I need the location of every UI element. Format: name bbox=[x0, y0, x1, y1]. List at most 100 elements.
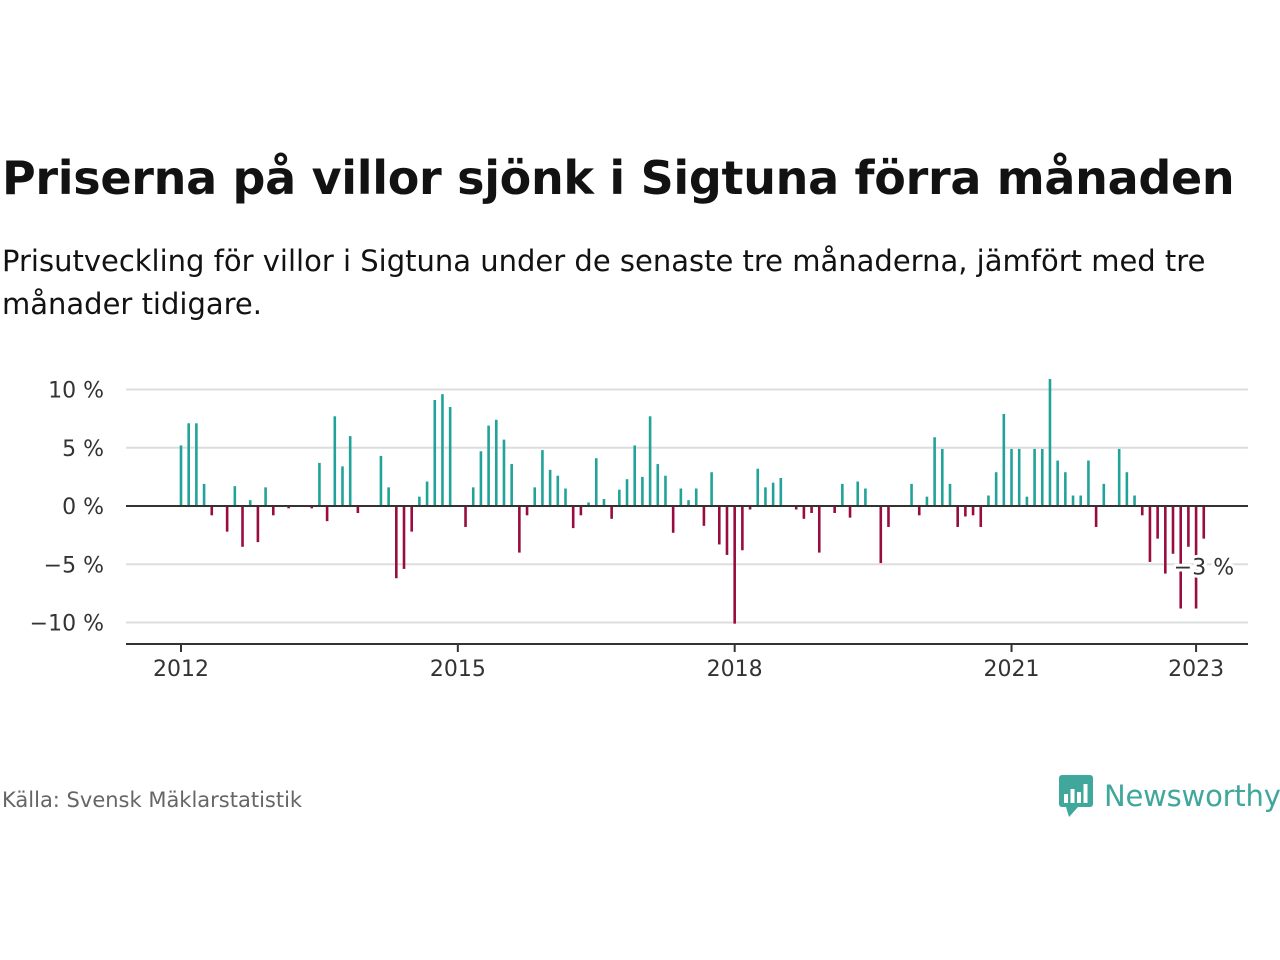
bar bbox=[802, 506, 806, 519]
bar bbox=[771, 482, 775, 506]
bar bbox=[441, 394, 444, 506]
bar bbox=[271, 506, 275, 516]
bar bbox=[1202, 506, 1206, 539]
bar bbox=[917, 506, 921, 516]
bar bbox=[402, 506, 406, 569]
x-tick-label: 2012 bbox=[153, 657, 209, 682]
bar bbox=[1117, 448, 1121, 506]
bar bbox=[1156, 506, 1159, 539]
bar bbox=[195, 423, 198, 506]
bar bbox=[1087, 460, 1090, 506]
bar bbox=[387, 487, 390, 506]
bar bbox=[1148, 506, 1152, 562]
bar bbox=[1056, 460, 1059, 506]
bar bbox=[564, 488, 567, 506]
bar bbox=[341, 466, 344, 506]
bar-chart-speech-bubble-icon bbox=[1059, 775, 1093, 817]
bar bbox=[256, 506, 260, 543]
bar bbox=[1094, 506, 1098, 527]
y-tick-label: −5 % bbox=[44, 553, 104, 578]
bar bbox=[602, 499, 606, 506]
bar bbox=[418, 496, 421, 506]
x-tick-label: 2018 bbox=[707, 657, 763, 682]
y-tick-label: 5 % bbox=[62, 437, 104, 462]
bar bbox=[941, 448, 944, 506]
bar bbox=[833, 506, 836, 513]
bar bbox=[425, 481, 429, 506]
bar bbox=[571, 506, 575, 529]
bar bbox=[718, 506, 721, 545]
bar bbox=[433, 399, 437, 506]
bar bbox=[702, 506, 706, 526]
source-note: Källa: Svensk Mäklarstatistik bbox=[2, 788, 303, 812]
bar bbox=[1064, 472, 1067, 506]
bar bbox=[1187, 506, 1190, 547]
last-value-label: −3 % bbox=[1174, 556, 1234, 581]
bar bbox=[948, 483, 952, 506]
bar bbox=[1125, 472, 1129, 506]
bar bbox=[687, 500, 690, 506]
x-tick-label: 2021 bbox=[984, 657, 1040, 682]
y-tick-label: 0 % bbox=[62, 495, 104, 520]
bar bbox=[202, 483, 206, 506]
bar bbox=[794, 506, 798, 510]
bar bbox=[587, 502, 590, 506]
bar bbox=[1017, 448, 1021, 506]
bar bbox=[641, 476, 644, 506]
bar bbox=[694, 488, 698, 506]
bar bbox=[841, 483, 844, 506]
bar bbox=[448, 406, 452, 506]
bar bbox=[395, 506, 398, 579]
bar bbox=[856, 481, 860, 506]
bar bbox=[594, 458, 598, 506]
y-tick-label: 10 % bbox=[48, 379, 104, 404]
bar bbox=[756, 468, 760, 506]
bar bbox=[964, 506, 967, 517]
bar bbox=[287, 506, 290, 509]
bar bbox=[487, 425, 490, 506]
bar bbox=[956, 506, 959, 527]
bar bbox=[664, 475, 667, 506]
bar bbox=[533, 487, 537, 506]
bar bbox=[502, 439, 506, 506]
bar bbox=[618, 489, 621, 506]
bar bbox=[971, 506, 975, 516]
bar bbox=[318, 462, 321, 506]
bar bbox=[310, 506, 314, 509]
bar bbox=[979, 506, 983, 527]
bar bbox=[494, 419, 498, 506]
bar bbox=[887, 506, 890, 527]
bar bbox=[410, 506, 413, 532]
bar bbox=[525, 506, 529, 516]
bar bbox=[348, 436, 352, 506]
bar bbox=[925, 496, 929, 506]
bar bbox=[779, 478, 783, 506]
bar bbox=[679, 488, 683, 506]
bar bbox=[1179, 506, 1182, 609]
bar bbox=[1194, 506, 1198, 609]
bar bbox=[1171, 506, 1175, 554]
bar bbox=[625, 479, 629, 506]
bar bbox=[848, 506, 852, 518]
bar bbox=[541, 450, 544, 506]
bar bbox=[548, 469, 552, 506]
bar bbox=[1164, 506, 1167, 574]
bar bbox=[1002, 413, 1006, 506]
bar bbox=[733, 506, 736, 624]
bar bbox=[325, 506, 329, 522]
bar bbox=[471, 487, 475, 506]
bar bbox=[1079, 495, 1083, 506]
bar bbox=[510, 464, 513, 506]
bar bbox=[179, 445, 183, 506]
x-tick-label: 2023 bbox=[1168, 657, 1224, 682]
bar bbox=[333, 416, 337, 506]
bar bbox=[1048, 379, 1052, 506]
bar bbox=[933, 437, 936, 506]
brand-logo: Newsworthy bbox=[1058, 774, 1280, 818]
bar bbox=[241, 506, 244, 547]
bar bbox=[671, 506, 675, 533]
bar bbox=[233, 486, 237, 506]
bar bbox=[225, 506, 229, 532]
chart-subtitle: Prisutveckling för villor i Sigtuna unde… bbox=[2, 244, 1206, 321]
bar bbox=[1010, 448, 1013, 506]
